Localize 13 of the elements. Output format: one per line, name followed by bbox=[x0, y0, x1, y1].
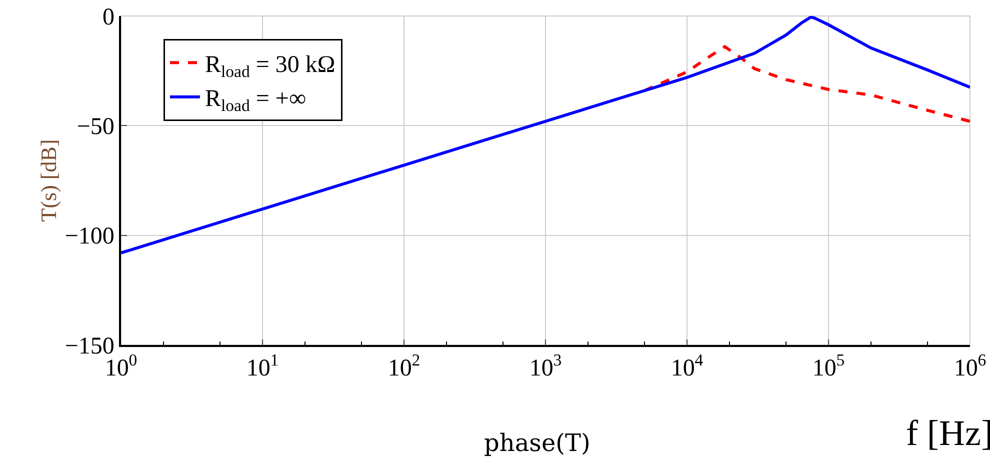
y-axis-title: T(s) [dB] bbox=[36, 139, 62, 222]
x-tick-label: 10$^{5}$ bbox=[812, 350, 845, 382]
x-tick-label: 10$^{1}$ bbox=[246, 350, 279, 382]
y-tick-label: 0 bbox=[102, 4, 114, 30]
y-tick-label: −100 bbox=[64, 224, 114, 250]
y-tick-label: −50 bbox=[76, 114, 114, 140]
x-tick-label: 10$^{6}$ bbox=[954, 350, 986, 382]
x-tick-label: 10$^{3}$ bbox=[529, 350, 562, 382]
legend-label: R$_{load}$ = +∞ bbox=[204, 86, 306, 116]
legend-label: R$_{load}$ = 30 kΩ bbox=[204, 52, 336, 82]
text: phase(T) bbox=[484, 429, 590, 457]
x-tick-label: 10$^{4}$ bbox=[670, 350, 704, 382]
x-tick-label: 10$^{2}$ bbox=[388, 350, 420, 382]
